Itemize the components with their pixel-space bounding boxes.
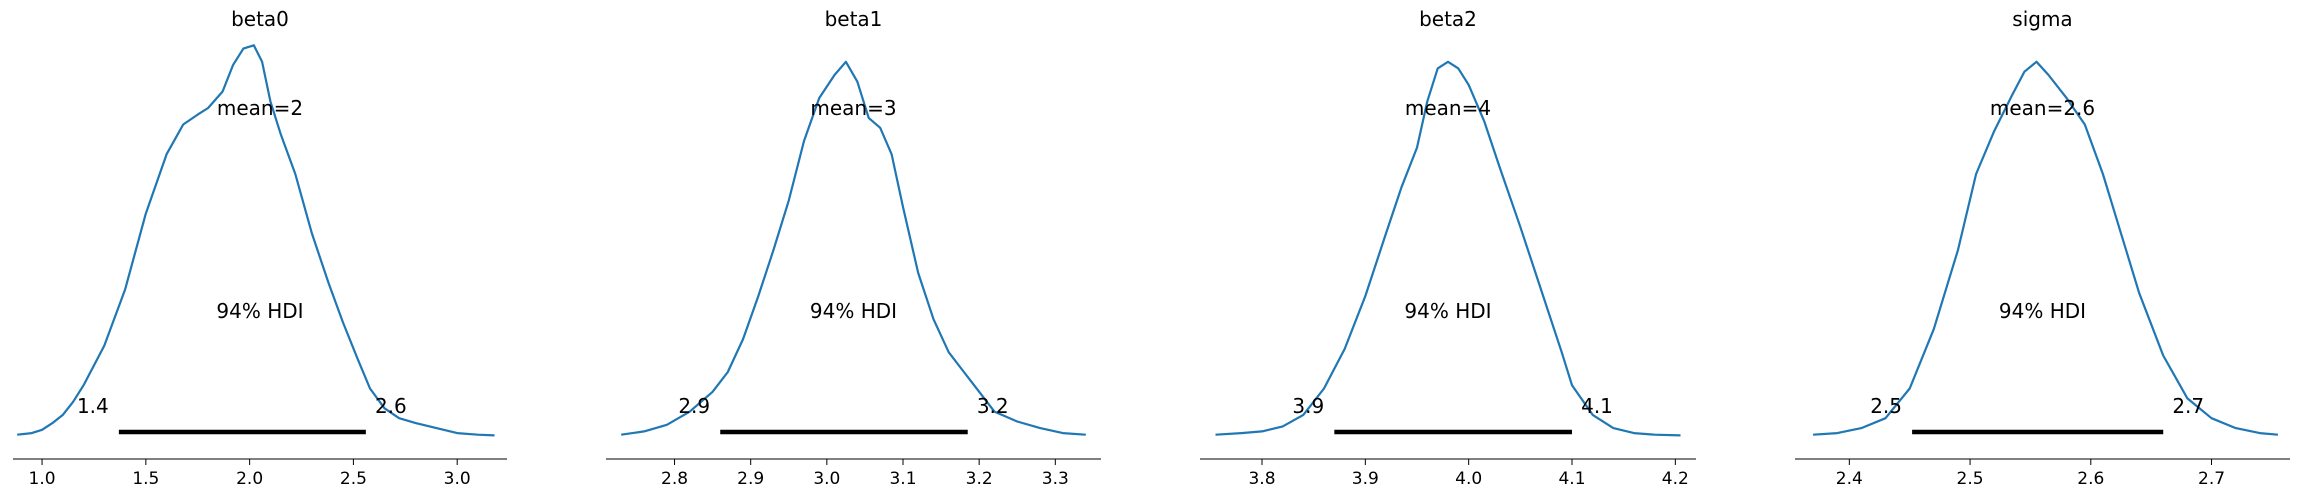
x-tick-label: 2.8 — [661, 469, 688, 489]
mean-label: mean=3 — [810, 96, 896, 120]
hdi-low-label: 1.4 — [77, 394, 109, 418]
panel-title: sigma — [2012, 7, 2072, 31]
x-tick-label: 3.8 — [1248, 469, 1275, 489]
x-tick-label: 3.9 — [1352, 469, 1379, 489]
hdi-label: 94% HDI — [1404, 299, 1491, 323]
x-tick-label: 1.0 — [29, 469, 56, 489]
mean-label: mean=2 — [217, 96, 303, 120]
x-tick-label: 3.3 — [1042, 469, 1069, 489]
hdi-high-label: 3.2 — [977, 394, 1009, 418]
density-curve — [1215, 60, 1681, 437]
x-tick-label: 4.0 — [1455, 469, 1482, 489]
mean-label: mean=2.6 — [1990, 96, 2095, 120]
hdi-low-label: 3.9 — [1292, 394, 1324, 418]
x-tick-label: 2.6 — [2077, 469, 2104, 489]
x-tick-label: 1.5 — [132, 469, 159, 489]
mean-label: mean=4 — [1405, 96, 1491, 120]
hdi-label: 94% HDI — [216, 299, 303, 323]
hdi-high-label: 2.7 — [2172, 394, 2204, 418]
hdi-high-label: 4.1 — [1581, 394, 1613, 418]
x-tick-label: 2.9 — [737, 469, 764, 489]
x-tick-label: 2.5 — [1957, 469, 1984, 489]
x-tick-label: 3.0 — [444, 469, 471, 489]
hdi-label: 94% HDI — [1999, 299, 2086, 323]
panel-sigma: 2.4 2.5 2.6 2.7 sigma mean=2.6 94% HDI 2.5 2.7 — [1795, 7, 2290, 489]
density-curve — [1813, 60, 2278, 436]
panel-beta0: 1.0 1.5 2.0 2.5 3.0 beta0 mean=2 94% HDI 1.4 2.6 — [13, 7, 507, 489]
x-tick-label: 3.2 — [966, 469, 993, 489]
hdi-low-label: 2.5 — [1870, 394, 1902, 418]
x-tick-label: 3.1 — [889, 469, 916, 489]
hdi-high-label: 2.6 — [375, 394, 407, 418]
density-curve — [17, 44, 495, 437]
x-tick-label: 2.0 — [236, 469, 263, 489]
x-tick-label: 4.2 — [1662, 469, 1689, 489]
x-tick-label: 2.5 — [340, 469, 367, 489]
x-tick-label: 2.4 — [1836, 469, 1863, 489]
panel-title: beta0 — [231, 7, 289, 31]
hdi-label: 94% HDI — [810, 299, 897, 323]
density-curve — [621, 60, 1086, 436]
panel-title: beta2 — [1419, 7, 1477, 31]
panel-beta2: 3.8 3.9 4.0 4.1 4.2 beta2 mean=4 94% HDI 3.9 4.1 — [1200, 7, 1696, 489]
x-tick-label: 2.7 — [2198, 469, 2225, 489]
panel-title: beta1 — [825, 7, 883, 31]
x-tick-label: 4.1 — [1558, 469, 1585, 489]
hdi-low-label: 2.9 — [678, 394, 710, 418]
x-tick-label: 3.0 — [813, 469, 840, 489]
panel-beta1: 2.8 2.9 3.0 3.1 3.2 3.3 beta1 mean=3 94% HDI 2.9 3… — [606, 7, 1101, 489]
